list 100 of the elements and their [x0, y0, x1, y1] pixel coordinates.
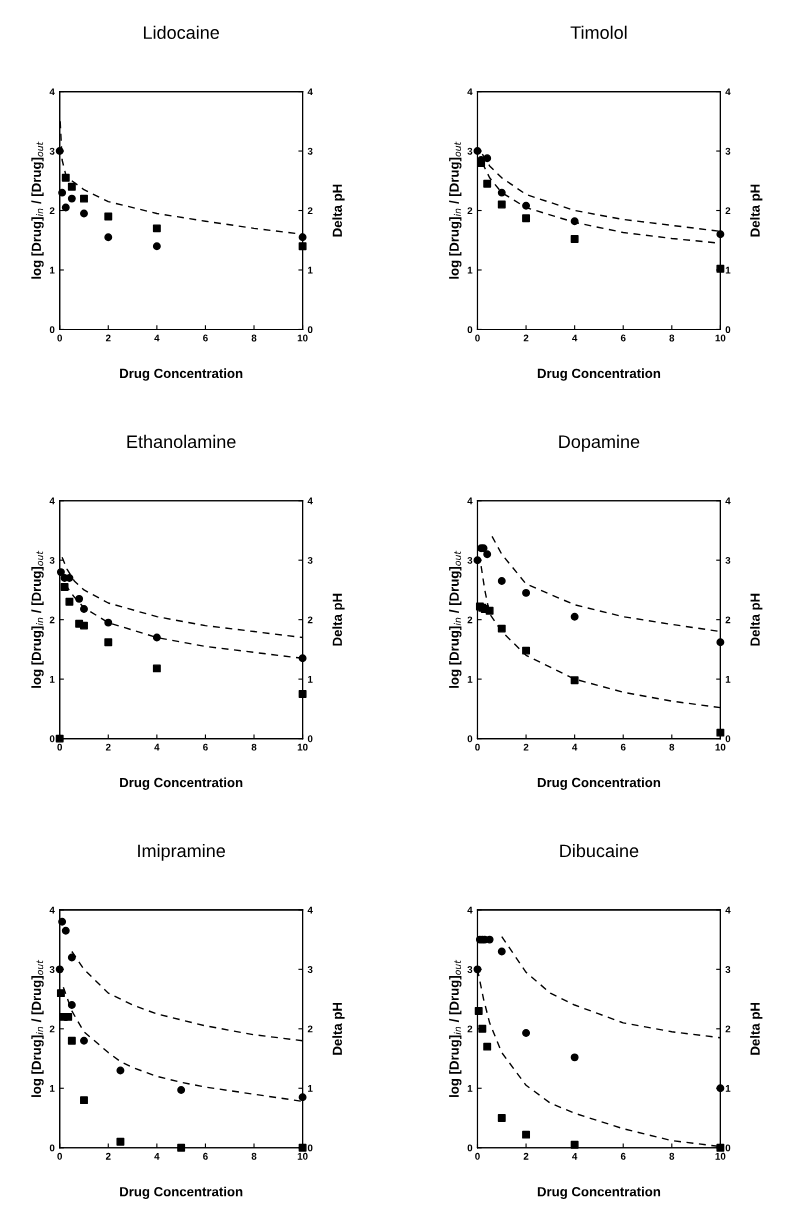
y2-tick-label: 1 [725, 1085, 731, 1092]
y-axis-title: log [Drug]$_{in}$ / [Drug]$_{out}$ [31, 141, 44, 279]
y2-tick-label: 2 [725, 616, 731, 624]
y-tick-label: 0 [49, 735, 55, 743]
y-tick-label: 0 [467, 326, 473, 334]
y-tick-label: 3 [49, 966, 55, 973]
x-tick-label: 4 [572, 334, 578, 342]
y2-tick-label: 1 [308, 266, 313, 274]
y-tick-label: 4 [467, 497, 473, 505]
x-tick-label: 0 [475, 1152, 480, 1160]
x-axis-title: Drug Concentration [120, 368, 243, 381]
y2-axis-title: Delta pH [332, 184, 345, 237]
x-tick-label: 4 [154, 334, 160, 342]
y-tick-label: 4 [49, 906, 55, 914]
x-tick-label: 0 [57, 743, 63, 751]
y2-tick-label: 1 [308, 1085, 313, 1092]
y2-tick-label: 3 [725, 966, 731, 973]
x-axis-title: Drug Concentration [120, 777, 243, 790]
x-axis-title: Drug Concentration [537, 777, 661, 790]
y2-tick-label: 4 [725, 88, 731, 96]
x-tick-label: 4 [572, 1152, 578, 1160]
x-axis-title: Drug Concentration [537, 368, 661, 381]
x-tick-label: 10 [297, 1152, 308, 1160]
y2-tick-label: 2 [307, 207, 313, 215]
x-tick-label: 0 [475, 743, 480, 751]
x-tick-label: 8 [251, 334, 257, 342]
x-tick-label: 2 [523, 1152, 529, 1160]
y2-tick-label: 4 [307, 906, 313, 914]
y-tick-label: 1 [50, 1085, 55, 1092]
y-tick-label: 3 [467, 147, 473, 155]
y2-axis-title: Delta pH [332, 593, 345, 646]
x-tick-label: 0 [475, 334, 480, 342]
y-tick-label: 0 [467, 735, 473, 743]
y2-tick-label: 4 [307, 88, 313, 96]
y-tick-label: 3 [49, 147, 55, 155]
x-tick-label: 8 [669, 334, 675, 342]
y-axis-title: log [Drug]$_{in}$ / [Drug]$_{out}$ [449, 550, 462, 688]
y2-tick-label: 2 [725, 1025, 731, 1033]
x-tick-label: 2 [105, 743, 111, 751]
x-tick-label: 10 [715, 334, 726, 342]
y-tick-label: 1 [50, 266, 55, 274]
y2-tick-label: 4 [725, 497, 731, 505]
y-tick-label: 4 [467, 906, 473, 914]
x-tick-label: 10 [297, 743, 308, 751]
y-tick-label: 2 [49, 616, 55, 624]
chart-title: Lidocaine [143, 25, 219, 39]
y2-tick-label: 3 [307, 966, 313, 973]
y2-tick-label: 4 [725, 906, 731, 914]
x-tick-label: 6 [620, 334, 626, 342]
x-tick-label: 10 [715, 1152, 726, 1160]
x-tick-label: 8 [669, 743, 675, 751]
x-tick-label: 4 [154, 1152, 160, 1160]
y2-axis-title: Delta pH [750, 184, 763, 237]
x-tick-label: 2 [523, 334, 529, 342]
y2-axis-title: Delta pH [332, 1002, 345, 1055]
x-tick-label: 2 [105, 1152, 111, 1160]
y2-tick-label: 0 [307, 326, 313, 334]
chart-title: Timolol [570, 25, 627, 39]
y2-tick-label: 2 [307, 616, 313, 624]
y-tick-label: 3 [467, 966, 473, 973]
y2-tick-label: 1 [725, 675, 731, 683]
chart-title: Dibucaine [560, 844, 639, 858]
y-tick-label: 4 [467, 88, 473, 96]
y-tick-label: 2 [49, 1025, 55, 1033]
y-tick-label: 2 [467, 207, 473, 215]
y-tick-label: 0 [49, 326, 55, 334]
x-tick-label: 10 [715, 743, 726, 751]
x-tick-label: 6 [203, 1152, 208, 1160]
x-tick-label: 0 [57, 1152, 63, 1160]
y-tick-label: 1 [467, 675, 473, 683]
x-tick-label: 6 [620, 743, 626, 751]
y-tick-label: 4 [49, 88, 55, 96]
y-axis-title: log [Drug]$_{in}$ / [Drug]$_{out}$ [449, 959, 462, 1097]
y-tick-label: 2 [49, 207, 55, 215]
y2-tick-label: 1 [725, 266, 731, 274]
y-tick-label: 0 [467, 1144, 473, 1152]
chart-title: Ethanolamine [127, 434, 236, 449]
x-tick-label: 10 [297, 334, 308, 342]
y2-tick-label: 0 [725, 1144, 731, 1152]
y-axis-title: log [Drug]$_{in}$ / [Drug]$_{out}$ [31, 550, 44, 688]
x-tick-label: 2 [105, 334, 111, 342]
y-tick-label: 1 [467, 1085, 473, 1092]
x-tick-label: 4 [572, 743, 578, 751]
x-axis-title: Drug Concentration [120, 1186, 243, 1200]
y-tick-label: 3 [49, 556, 55, 564]
y2-tick-label: 3 [725, 147, 731, 155]
y2-tick-label: 0 [307, 735, 313, 743]
x-tick-label: 8 [251, 743, 257, 751]
y2-axis-title: Delta pH [750, 1002, 763, 1055]
y-tick-label: 3 [467, 556, 473, 564]
x-tick-label: 6 [203, 743, 208, 751]
chart-title: Dopamine [559, 434, 640, 452]
y-tick-label: 1 [50, 675, 55, 683]
y-tick-label: 2 [467, 616, 473, 624]
y2-tick-label: 3 [725, 556, 731, 564]
y2-tick-label: 2 [307, 1025, 313, 1033]
x-axis-title: Drug Concentration [537, 1186, 661, 1200]
y-tick-label: 4 [49, 497, 55, 505]
x-tick-label: 6 [203, 334, 208, 342]
y2-tick-label: 0 [725, 735, 731, 743]
